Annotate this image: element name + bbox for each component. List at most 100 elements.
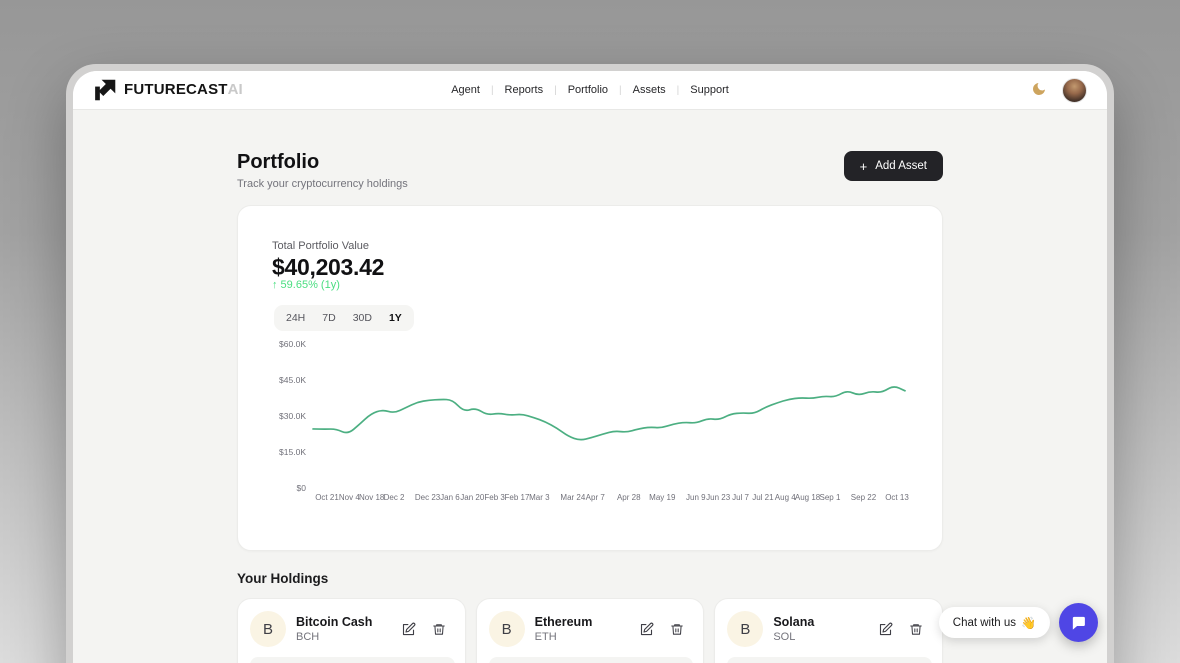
main-nav: Agent | Reports | Portfolio | Assets | Suppo… xyxy=(451,84,729,96)
x-tick-label: Jun 9 xyxy=(686,493,706,502)
y-tick-label: $30.0K xyxy=(279,411,306,421)
asset-symbol: ETH xyxy=(534,631,557,643)
x-tick-label: Dec 23 xyxy=(414,493,441,502)
theme-toggle-button[interactable] xyxy=(1030,81,1048,99)
x-tick-label: Aug 18 xyxy=(794,493,821,502)
x-tick-label: Oct 21 xyxy=(315,493,339,502)
portfolio-value-card: Total Portfolio Value $40,203.42 ↑ 59.65… xyxy=(237,205,943,551)
x-tick-label: Apr 7 xyxy=(585,493,605,502)
edit-asset-button[interactable] xyxy=(878,622,893,637)
logo-text: FUTURECAST xyxy=(124,81,228,98)
logo-suffix: AI xyxy=(227,81,243,98)
holding-card-solana: B Solana SOL xyxy=(714,598,943,663)
x-tick-label: Jul 21 xyxy=(752,493,774,502)
edit-icon xyxy=(402,622,416,635)
header-actions xyxy=(1030,77,1087,103)
nav-item-reports[interactable]: Reports xyxy=(504,84,544,96)
add-asset-button[interactable]: + Add Asset xyxy=(843,151,943,181)
plus-icon: + xyxy=(859,158,868,174)
x-tick-label: Sep 1 xyxy=(819,493,841,502)
moon-icon xyxy=(1033,83,1045,95)
x-tick-label: Jan 20 xyxy=(460,493,485,502)
edit-icon xyxy=(641,622,654,635)
trash-icon xyxy=(910,623,922,635)
x-tick-label: Mar 3 xyxy=(529,493,550,502)
top-navbar: FUTURECASTAI Agent | Reports | Portfolio | … xyxy=(73,71,1107,110)
total-value-amount: $40,203.42 xyxy=(272,254,385,280)
nav-item-assets[interactable]: Assets xyxy=(632,84,666,96)
nav-separator: | xyxy=(676,84,680,96)
add-asset-label: Add Asset xyxy=(875,160,927,172)
x-tick-label: Feb 3 xyxy=(484,493,505,502)
nav-separator: | xyxy=(554,84,557,96)
asset-avatar: B xyxy=(250,611,286,647)
y-tick-label: $0 xyxy=(296,483,306,493)
ai-score-bar: AI Score: -1 (Slightly Bearish) ↗+4 xyxy=(727,657,932,663)
edit-icon xyxy=(879,622,893,635)
x-tick-label: Dec 2 xyxy=(383,493,405,502)
main-content: Portfolio Track your cryptocurrency hold… xyxy=(73,110,1107,663)
x-tick-label: Apr 28 xyxy=(616,493,641,502)
range-tab-30d[interactable]: 30D xyxy=(352,312,372,324)
x-tick-label: Jan 6 xyxy=(440,493,460,502)
asset-avatar: B xyxy=(727,611,764,647)
chat-with-us-button[interactable]: Chat with us 👋 xyxy=(938,607,1050,638)
trash-icon xyxy=(432,623,445,635)
page-subtitle: Track your cryptocurrency holdings xyxy=(237,178,408,190)
nav-item-agent[interactable]: Agent xyxy=(451,84,480,96)
y-tick-label: $60.0K xyxy=(279,339,306,349)
portfolio-line-chart xyxy=(312,344,906,488)
range-tab-1y[interactable]: 1Y xyxy=(388,312,402,324)
asset-symbol: BCH xyxy=(296,631,320,643)
chart-y-axis: $60.0K $45.0K $30.0K $15.0K $0 xyxy=(238,339,306,493)
x-tick-label: Jul 7 xyxy=(732,493,749,502)
nav-item-support[interactable]: Support xyxy=(690,84,729,96)
app-logo[interactable]: FUTURECASTAI xyxy=(93,78,243,102)
line-chart-svg xyxy=(312,386,906,441)
x-tick-label: Nov 18 xyxy=(359,493,385,502)
x-tick-label: Feb 17 xyxy=(504,493,530,502)
delete-asset-button[interactable] xyxy=(432,622,447,637)
nav-item-portfolio[interactable]: Portfolio xyxy=(567,84,609,96)
holding-card-bitcoin-cash: B Bitcoin Cash BCH xyxy=(237,598,466,663)
delete-asset-button[interactable] xyxy=(909,622,924,637)
x-tick-label: Aug 4 xyxy=(774,493,796,502)
range-tab-24h[interactable]: 24H xyxy=(286,312,306,324)
page-title: Portfolio xyxy=(237,151,320,173)
asset-name: Ethereum xyxy=(534,615,593,629)
x-tick-label: Oct 13 xyxy=(885,493,909,502)
chat-bubble-icon xyxy=(1072,616,1085,630)
x-tick-label: May 19 xyxy=(649,493,676,502)
range-tab-7d[interactable]: 7D xyxy=(322,312,336,324)
trash-icon xyxy=(671,623,684,635)
asset-avatar-letter: B xyxy=(262,620,273,638)
asset-avatar: B xyxy=(488,611,525,647)
holding-card-ethereum: B Ethereum ETH xyxy=(475,598,705,663)
chat-widget: Chat with us 👋 xyxy=(938,603,1098,642)
edit-asset-button[interactable] xyxy=(639,622,654,637)
chart-x-axis: Oct 21 Nov 4 Nov 18 Dec 2 Dec 23 Jan 6 Jan 20 F… xyxy=(315,493,909,505)
futurecast-logo-icon xyxy=(95,79,116,101)
chat-bubble-button[interactable] xyxy=(1059,603,1098,642)
x-tick-label: Sep 22 xyxy=(850,493,877,502)
app-window: FUTURECASTAI Agent | Reports | Portfolio | … xyxy=(66,64,1114,663)
holdings-title: Your Holdings xyxy=(237,571,329,586)
holdings-cards-row: B Bitcoin Cash BCH xyxy=(237,598,943,663)
x-tick-label: Jun 23 xyxy=(706,493,731,502)
nav-separator: | xyxy=(490,84,494,96)
ai-score-bar: AI Score: -1 (Slightly Bearish) ↗ xyxy=(250,657,455,663)
time-range-tabs: 24H 7D 30D 1Y xyxy=(274,305,414,331)
delete-asset-button[interactable] xyxy=(670,622,685,637)
x-tick-label: Nov 4 xyxy=(338,493,360,502)
user-avatar[interactable] xyxy=(1062,77,1087,103)
asset-name: Bitcoin Cash xyxy=(296,615,373,629)
x-tick-label: Mar 24 xyxy=(560,493,586,502)
ai-score-bar: AI Score: -4 (Slightly Bearish) ↗+1 xyxy=(488,657,694,663)
y-tick-label: $15.0K xyxy=(279,447,306,457)
total-value-label: Total Portfolio Value xyxy=(272,240,370,252)
edit-asset-button[interactable] xyxy=(401,622,416,637)
y-tick-label: $45.0K xyxy=(279,375,306,385)
app-window-inner: FUTURECASTAI Agent | Reports | Portfolio | … xyxy=(73,71,1107,663)
wave-emoji: 👋 xyxy=(1021,615,1036,630)
